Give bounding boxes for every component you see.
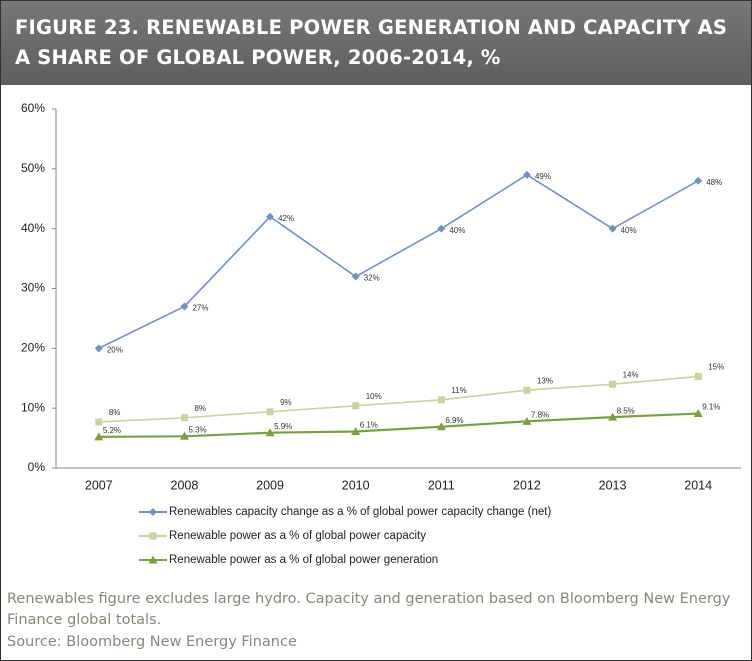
data-label: 5.9% — [274, 422, 292, 431]
marker — [608, 412, 618, 421]
data-label: 9.1% — [702, 403, 720, 412]
x-tick-label: 2009 — [256, 478, 284, 492]
legend-marker — [149, 508, 157, 516]
marker — [436, 422, 446, 431]
x-tick-label: 2014 — [684, 478, 712, 492]
x-tick-label: 2012 — [513, 478, 541, 492]
series-line — [98, 412, 699, 438]
y-tick-label: 30% — [21, 281, 45, 295]
x-tick-label: 2008 — [171, 478, 199, 492]
series-line — [98, 375, 699, 423]
data-label: 11% — [451, 386, 466, 395]
chart-title: FIGURE 23. RENEWABLE POWER GENERATION AN… — [15, 16, 728, 69]
marker — [437, 396, 445, 404]
data-label: 8.5% — [617, 406, 635, 415]
data-label: 32% — [364, 274, 380, 283]
x-tick-label: 2013 — [599, 478, 627, 492]
legend-label: Renewables capacity change as a % of glo… — [169, 506, 551, 518]
legend-marker — [148, 555, 158, 564]
data-label: 10% — [366, 392, 382, 401]
marker — [179, 431, 189, 440]
marker — [180, 302, 189, 311]
data-label: 40% — [449, 226, 465, 235]
marker — [352, 402, 360, 410]
data-label: 6.9% — [445, 416, 463, 425]
data-label: 6.1% — [360, 421, 378, 430]
data-label: 49% — [535, 172, 551, 181]
data-label: 15% — [708, 363, 724, 372]
marker — [94, 344, 103, 353]
marker — [94, 432, 104, 441]
marker — [523, 386, 531, 394]
y-tick-label: 20% — [21, 341, 45, 355]
marker — [265, 428, 275, 437]
x-tick-label: 2010 — [342, 478, 370, 492]
marker — [694, 372, 702, 380]
marker — [266, 212, 275, 221]
x-tick-label: 2011 — [428, 478, 455, 492]
data-label: 8% — [109, 408, 121, 417]
marker — [351, 272, 360, 281]
y-tick-label: 50% — [21, 161, 45, 175]
marker — [608, 224, 617, 233]
marker — [609, 380, 617, 388]
y-tick-label: 0% — [28, 460, 46, 474]
chart: 0% 10% 20% 30% 40% 50% 60% 2007 2008 2009 2010 2011… — [21, 101, 741, 566]
note: Renewables figure excludes large hydro. … — [7, 591, 731, 628]
data-label: 20% — [107, 345, 123, 354]
x-tick-label: 2007 — [85, 478, 113, 492]
legend-label: Renewable power as a % of global power c… — [169, 530, 426, 542]
y-tick-label: 60% — [21, 101, 45, 115]
series-line — [98, 173, 699, 350]
marker — [351, 427, 361, 436]
marker — [437, 224, 446, 233]
data-label: 42% — [278, 214, 294, 223]
data-label: 40% — [621, 226, 637, 235]
marker — [266, 408, 274, 416]
marker — [180, 414, 188, 422]
data-label: 7.8% — [531, 410, 549, 419]
legend-marker — [149, 532, 157, 540]
source: Source: Bloomberg New Energy Finance — [7, 634, 297, 650]
data-label: 5.2% — [103, 426, 121, 435]
data-label: 8% — [194, 404, 206, 413]
data-label: 48% — [706, 178, 722, 187]
marker — [522, 416, 532, 425]
data-label: 14% — [623, 370, 639, 379]
y-tick-label: 10% — [21, 400, 45, 414]
legend-label: Renewable power as a % of global power g… — [169, 554, 438, 566]
marker — [522, 170, 531, 179]
data-label: 13% — [537, 376, 553, 385]
data-label: 27% — [192, 304, 208, 313]
marker — [95, 418, 103, 426]
header: FIGURE 23. RENEWABLE POWER GENERATION AN… — [1, 1, 751, 85]
y-tick-label: 40% — [21, 221, 45, 235]
marker — [693, 409, 703, 418]
marker — [694, 176, 703, 185]
data-label: 9% — [280, 398, 292, 407]
data-label: 5.3% — [188, 425, 206, 434]
